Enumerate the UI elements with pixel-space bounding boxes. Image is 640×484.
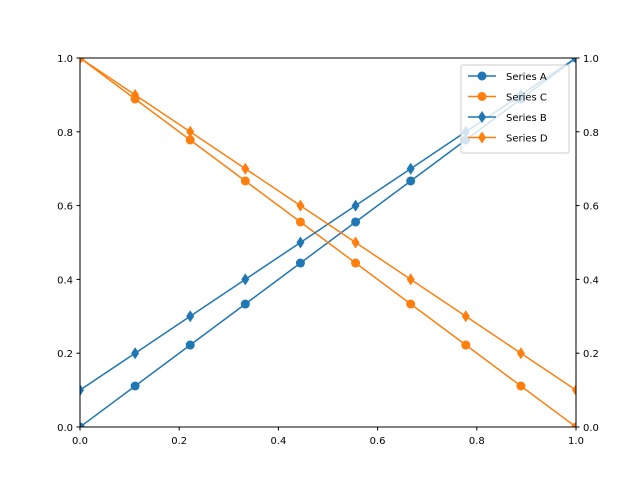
series-d-point [461, 310, 470, 323]
series-a-point [240, 299, 250, 309]
series-a-point [406, 176, 416, 186]
series-b-point [80, 384, 84, 397]
series-c-point [351, 258, 361, 268]
x-tick-label: 0.2 [171, 436, 187, 447]
series-b-point [131, 347, 140, 360]
y-tick-label: 1.0 [57, 54, 73, 65]
series-c-point [240, 176, 250, 186]
y2-tick-label: 0.0 [583, 423, 599, 434]
series-d-point [131, 88, 140, 101]
series-a-point [351, 217, 361, 227]
y2-tick-label: 1.0 [583, 54, 599, 65]
legend-series-b-label: Series B [506, 113, 547, 124]
series-c-point [461, 340, 471, 350]
series-d-point [516, 347, 525, 360]
series-b-point [186, 310, 195, 323]
series-b-point [351, 199, 360, 212]
series-a-point [130, 381, 140, 391]
series-c-line [80, 58, 576, 427]
series-b-point [296, 236, 305, 249]
series-a-point [185, 340, 195, 350]
series-b-point [572, 58, 576, 64]
series-d-point [572, 384, 576, 397]
y2-tick-label: 0.2 [583, 349, 599, 360]
chart-axes: 0.0 0.2 0.4 0.6 0.8 1.0 0.0 0.2 0.4 0.6 0.8 1.0 0.0 0… [57, 54, 599, 447]
x-tick-label: 0.8 [469, 436, 485, 447]
y2-tick-label: 0.4 [583, 275, 599, 286]
y-tick-label: 0.8 [57, 128, 73, 139]
series-c-point [185, 135, 195, 145]
x-tick-label: 0.4 [270, 436, 286, 447]
y-tick-label: 0.6 [57, 202, 73, 213]
legend-series-a-label: Series A [506, 72, 547, 83]
y2-tick-label: 0.8 [583, 128, 599, 139]
series-d-point [186, 125, 195, 138]
series-d-point [351, 236, 360, 249]
y-tick-label: 0.0 [57, 423, 73, 434]
series-d-point [80, 58, 84, 64]
x-tick-label: 0.0 [72, 436, 88, 447]
series-d-point [296, 199, 305, 212]
legend-series-c-marker [477, 92, 487, 101]
series-b-point [241, 273, 250, 286]
series-a-point [295, 258, 305, 268]
series-c-point [571, 422, 576, 427]
series-c-point [516, 381, 526, 391]
plot-frame [79, 57, 577, 428]
series-c-point [295, 217, 305, 227]
series-a-point [80, 422, 85, 427]
legend-series-d-marker [478, 131, 486, 144]
y2-tick-label: 0.6 [583, 202, 599, 213]
series-d-line [80, 58, 576, 391]
y-tick-label: 0.2 [57, 349, 73, 360]
series-b-point [406, 162, 415, 175]
x-tick-label: 1.0 [568, 436, 584, 447]
y-tick-label: 0.4 [57, 275, 73, 286]
series-c-point [406, 299, 416, 309]
series-d-point [241, 162, 250, 175]
x-tick-label: 0.6 [370, 436, 386, 447]
legend-series-b-marker [478, 111, 486, 123]
series-d-point [406, 273, 415, 286]
legend-box [460, 64, 570, 154]
legend-series-d-label: Series D [506, 134, 548, 145]
chart-legend: Series A Series C Series B Series D [460, 64, 570, 154]
legend-series-a-marker [477, 71, 487, 81]
legend-series-c-label: Series C [506, 93, 547, 104]
